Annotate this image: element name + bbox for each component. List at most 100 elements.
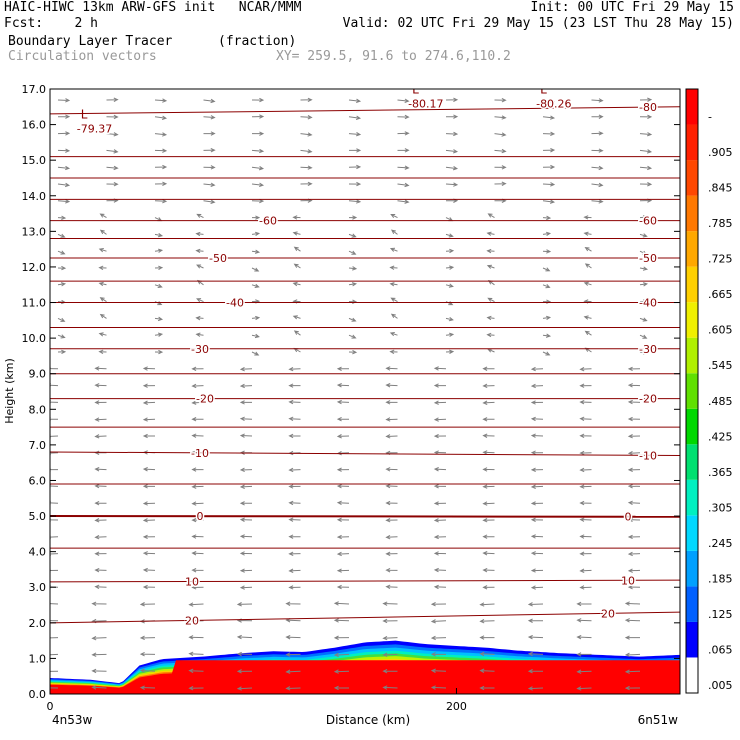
y-tick-label: 17.0: [22, 83, 47, 96]
circulation-vector: [106, 114, 119, 120]
circulation-vector: [385, 500, 398, 506]
circulation-vector: [445, 165, 459, 171]
circulation-vector: [139, 602, 156, 607]
circulation-vector: [191, 551, 204, 556]
circulation-vector: [154, 283, 163, 288]
circulation-vector: [486, 332, 495, 338]
colorbar-frame: [685, 88, 699, 694]
circulation-vector: [494, 165, 507, 170]
circulation-vector: [99, 213, 107, 219]
circulation-vector: [293, 246, 301, 252]
circulation-vector: [251, 283, 260, 288]
circulation-vector: [486, 248, 495, 254]
contour-label: 10: [621, 574, 635, 587]
circulation-vector: [288, 534, 301, 539]
circulation-vector: [584, 246, 592, 252]
circulation-vector: [288, 383, 301, 388]
contour-label: -60: [259, 215, 277, 228]
circulation-vector: [385, 366, 398, 371]
circulation-vector: [98, 332, 107, 337]
circulation-vector: [627, 484, 641, 489]
circulation-vector: [430, 652, 447, 657]
circulation-vector: [252, 131, 265, 136]
circulation-vector: [251, 231, 261, 237]
contour-label: -30: [639, 343, 657, 356]
temperature-contour: [50, 611, 680, 624]
circulation-vector: [397, 114, 410, 120]
circulation-vector: [397, 148, 410, 153]
circulation-vector: [191, 366, 204, 372]
circulation-vector: [94, 534, 107, 540]
circulation-vector: [292, 315, 301, 320]
circulation-vector: [530, 484, 544, 489]
circulation-vector: [94, 467, 107, 472]
colorbar-label: .245: [708, 537, 733, 550]
circulation-vector: [300, 165, 313, 170]
y-tick-label: 11.0: [22, 297, 47, 310]
circulation-vector: [94, 584, 107, 590]
circulation-vector: [579, 383, 592, 388]
circulation-vector: [389, 282, 398, 287]
circulation-vector: [527, 602, 544, 607]
contour-label: -30: [191, 343, 209, 356]
xy-label: XY= 259.5, 91.6 to 274.6,110.2: [276, 49, 511, 64]
circulation-vector: [348, 317, 357, 322]
circulation-vector: [91, 635, 107, 641]
contour-label: -80: [639, 101, 657, 114]
circulation-vector: [389, 265, 398, 270]
circulation-vector: [188, 668, 204, 674]
colorbar-swatch: [686, 160, 698, 196]
circulation-vector: [385, 568, 398, 573]
circulation-vector: [385, 584, 398, 590]
circulation-vector: [142, 400, 156, 405]
circulation-vector: [385, 483, 398, 489]
circulation-vector: [333, 601, 350, 606]
circulation-vector: [203, 115, 216, 120]
circulation-vector: [639, 334, 648, 339]
circulation-vector: [579, 534, 592, 539]
circulation-vector: [191, 484, 204, 489]
circulation-vector: [285, 601, 301, 606]
y-tick-label: 9.0: [29, 368, 47, 381]
circulation-vector: [482, 417, 495, 422]
circulation-vector: [433, 417, 447, 422]
circulation-vector: [445, 149, 459, 154]
circulation-vector: [203, 199, 216, 204]
circulation-vector: [433, 383, 447, 388]
circulation-vector: [50, 637, 59, 639]
colorbar-label: .905: [708, 146, 733, 159]
circulation-vector: [397, 199, 410, 204]
colorbar-swatch: [686, 550, 698, 587]
circulation-vector: [333, 618, 350, 623]
circulation-vector: [639, 165, 653, 171]
circulation-vector: [288, 399, 301, 405]
circulation-vector: [239, 467, 253, 473]
circulation-vector: [482, 534, 495, 539]
circulation-vector: [433, 551, 447, 556]
circulation-vector: [142, 584, 156, 590]
circulation-vector: [624, 669, 641, 674]
y-tick-label: 10.0: [22, 332, 47, 345]
circulation-vector: [285, 669, 301, 674]
circulation-vector: [624, 652, 641, 658]
field-name: Boundary Layer Tracer: [8, 34, 173, 49]
circulation-vector: [390, 313, 398, 319]
circulation-vector: [576, 686, 592, 691]
circulation-vector: [479, 618, 495, 624]
circulation-vector: [583, 231, 592, 236]
circulation-vector: [639, 350, 649, 355]
circulation-vector: [430, 601, 447, 607]
circulation-vector: [627, 450, 641, 456]
circulation-vector: [397, 165, 410, 170]
circulation-vector: [430, 635, 447, 641]
circulation-vector: [285, 686, 301, 691]
circulation-vector: [479, 602, 495, 607]
colorbar-label: .485: [708, 395, 733, 408]
circulation-vector: [188, 651, 204, 657]
circulation-vector: [57, 334, 66, 339]
circulation-vector: [154, 98, 168, 103]
circulation-vector: [542, 315, 552, 321]
circulation-vector: [50, 434, 59, 439]
circulation-vector: [333, 685, 350, 691]
circulation-vector: [433, 400, 447, 405]
